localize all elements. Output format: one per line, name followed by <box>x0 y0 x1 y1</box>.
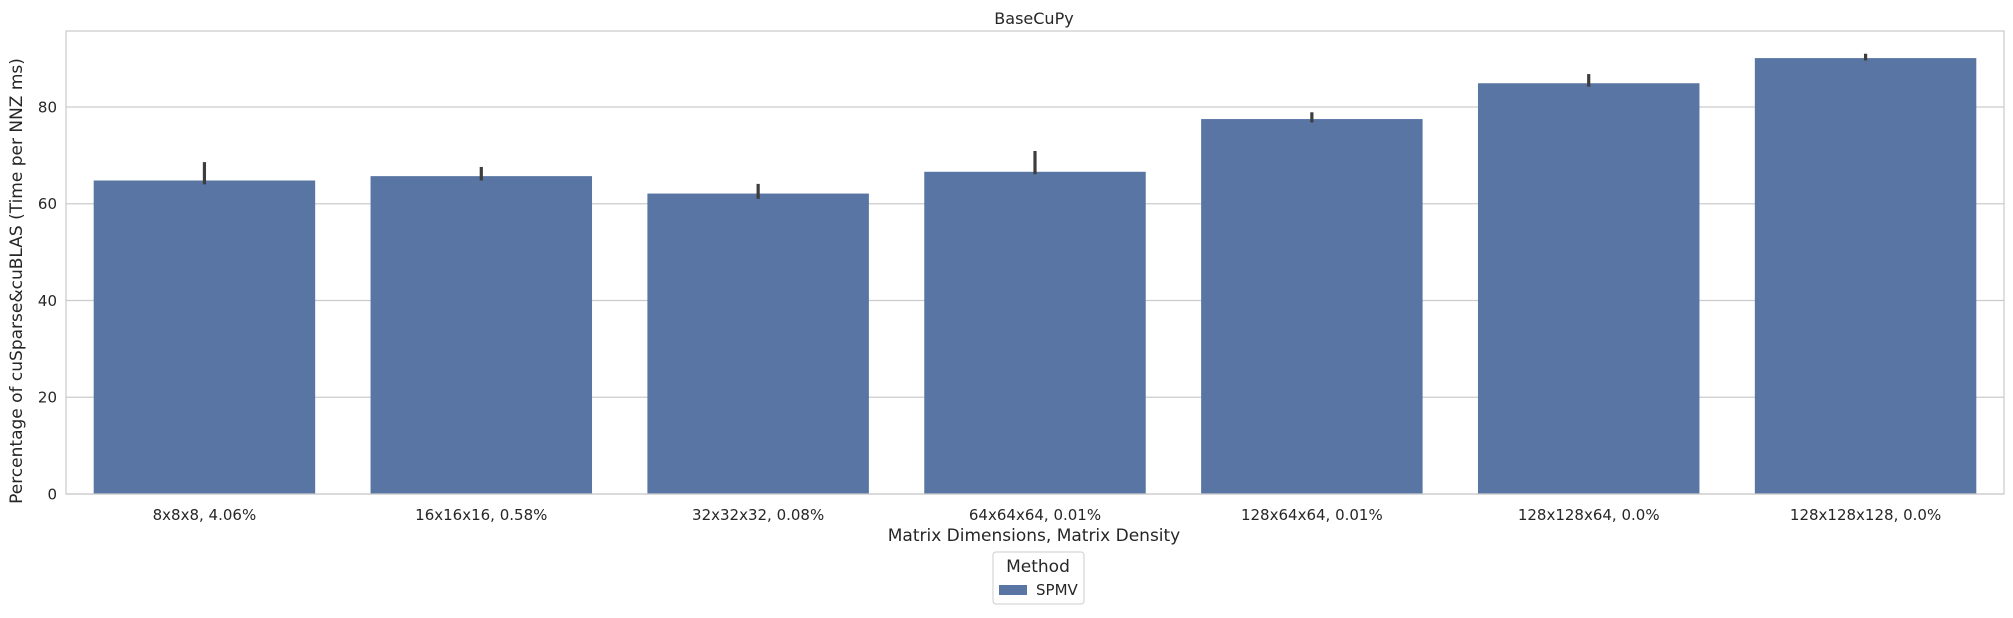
y-tick-labels: 0 20 40 60 80 <box>38 98 57 503</box>
x-tick-label: 128x128x64, 0.0% <box>1518 506 1660 524</box>
x-tick-label: 64x64x64, 0.01% <box>969 506 1101 524</box>
legend-swatch-spmv <box>999 585 1027 595</box>
y-axis-label: Percentage of cuSparse&cuBLAS (Time per … <box>7 58 27 504</box>
bar <box>1201 119 1423 494</box>
bar <box>93 180 316 494</box>
x-tick-label: 16x16x16, 0.58% <box>415 506 547 524</box>
y-tick-label: 60 <box>38 195 57 213</box>
y-tick-label: 80 <box>38 98 57 116</box>
legend-title: Method <box>1006 557 1070 577</box>
x-tick-labels: 8x8x8, 4.06% 16x16x16, 0.58% 32x32x32, 0.0… <box>153 506 1942 524</box>
y-tick-label: 20 <box>38 389 57 407</box>
bar <box>1754 58 1977 495</box>
y-tick-label: 0 <box>47 486 57 504</box>
plot-frame <box>65 30 2005 495</box>
bar <box>647 193 869 495</box>
error-bars <box>202 53 1868 199</box>
y-tick-label: 40 <box>38 292 57 310</box>
x-tick-label: 32x32x32, 0.08% <box>692 506 824 524</box>
bars <box>93 58 1977 495</box>
legend-label-spmv: SPMV <box>1036 581 1079 599</box>
chart-title: BaseCuPy <box>994 9 1073 28</box>
x-tick-label: 128x128x128, 0.0% <box>1790 506 1941 524</box>
bar <box>370 176 593 495</box>
x-tick-label: 128x64x64, 0.01% <box>1241 506 1383 524</box>
legend: Method SPMV <box>992 551 1085 605</box>
bar <box>924 171 1146 494</box>
x-tick-label: 8x8x8, 4.06% <box>153 506 257 524</box>
bar <box>1477 83 1700 494</box>
x-axis-label: Matrix Dimensions, Matrix Density <box>888 526 1181 546</box>
